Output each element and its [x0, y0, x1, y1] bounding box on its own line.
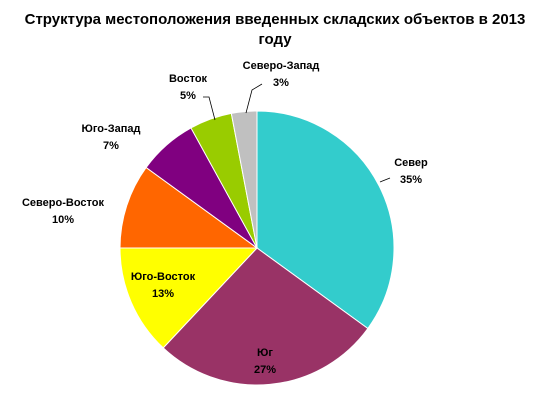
- slice-label: Юг: [257, 347, 273, 359]
- slice-value: 27%: [254, 364, 276, 376]
- slice-value: 13%: [152, 288, 174, 300]
- leader-line: [203, 96, 216, 121]
- slice-label: Восток: [169, 73, 208, 85]
- slice-value: 3%: [273, 77, 289, 89]
- chart-title: Структура местоположения введенных склад…: [24, 11, 526, 48]
- slice-value: 7%: [103, 140, 119, 152]
- slice-value: 5%: [180, 90, 196, 102]
- slice-label: Северо-Запад: [243, 60, 320, 72]
- slice-value: 35%: [400, 174, 422, 186]
- slice-label: Юго-Запад: [82, 123, 141, 135]
- slice-label: Юго-Восток: [131, 271, 196, 283]
- slice-value: 10%: [52, 214, 74, 226]
- leader-line: [379, 177, 391, 183]
- leader-line: [245, 83, 263, 114]
- slice-label: Северо-Восток: [22, 197, 104, 209]
- pie-slice: [230, 110, 258, 249]
- pie-slice: [119, 166, 259, 249]
- pie-slice: [119, 247, 259, 349]
- pie-slice: [256, 110, 395, 330]
- slice-label: Север: [394, 157, 428, 169]
- pie-slice: [162, 247, 369, 386]
